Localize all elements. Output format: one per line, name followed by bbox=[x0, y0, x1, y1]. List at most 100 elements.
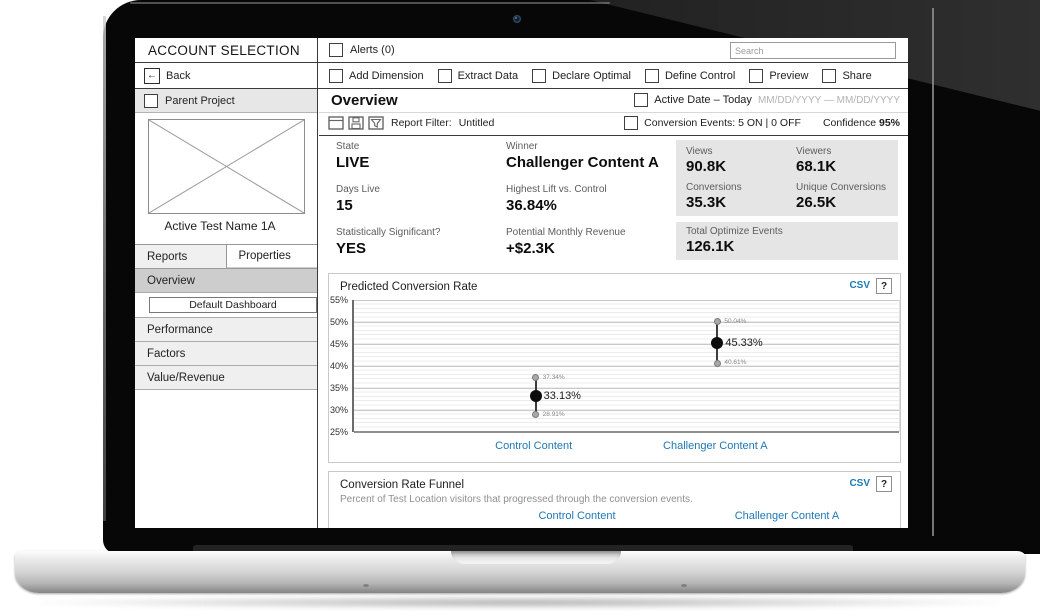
upper-bound-label: 50.04% bbox=[724, 317, 747, 325]
screen: ACCOUNT SELECTION Alerts (0) ← Back Add … bbox=[135, 38, 908, 528]
predicted-conversion-card: Predicted Conversion Rate CSV ? 55% 50% 45… bbox=[328, 273, 901, 463]
parent-project-checkbox[interactable] bbox=[144, 93, 158, 108]
laptop-hinge bbox=[193, 545, 853, 556]
data-point-label: 33.13% bbox=[543, 390, 581, 403]
stat-lift-label: Highest Lift vs. Control bbox=[506, 184, 607, 195]
report-filter-value-link[interactable]: Untitled bbox=[458, 117, 495, 129]
add-dimension-button[interactable]: Add Dimension bbox=[329, 68, 424, 83]
define-control-label: Define Control bbox=[664, 69, 736, 82]
stat-state-label: State bbox=[336, 141, 360, 152]
add-dimension-checkbox[interactable] bbox=[329, 68, 343, 83]
stat-revenue: Potential Monthly Revenue +$2.3K bbox=[506, 227, 626, 257]
stat-viewers-label: Viewers bbox=[796, 146, 832, 157]
stat-unique-conversions-value: 26.5K bbox=[796, 194, 837, 211]
report-icon[interactable] bbox=[328, 116, 344, 130]
funnel-csv-link[interactable]: CSV bbox=[849, 478, 870, 489]
extract-data-checkbox[interactable] bbox=[437, 68, 452, 83]
lower-bound-label: 40.61% bbox=[724, 359, 747, 367]
active-date-label: Active Date – Today bbox=[654, 94, 752, 106]
default-dashboard-row: Default Dashboard bbox=[135, 293, 317, 318]
gridline bbox=[354, 344, 899, 345]
stat-winner-value: Challenger Content A bbox=[506, 154, 659, 171]
toolbar-items: Add Dimension Extract Data Declare Optim… bbox=[319, 63, 908, 88]
page-title: Overview bbox=[331, 92, 398, 109]
funnel-column-control[interactable]: Control Content bbox=[538, 510, 616, 522]
data-point-dot bbox=[529, 390, 542, 403]
alerts-checkbox[interactable] bbox=[329, 43, 343, 57]
active-date-checkbox[interactable] bbox=[634, 93, 649, 107]
alerts-label: Alerts (0) bbox=[350, 44, 395, 56]
conversion-events-label: Conversion Events: 5 ON | 0 OFF bbox=[644, 117, 801, 129]
date-range-placeholder[interactable]: MM/DD/YYYY — MM/DD/YYYY bbox=[757, 94, 900, 106]
back-button[interactable]: ← Back bbox=[135, 63, 318, 88]
y-axis-tick: 55% bbox=[329, 295, 348, 305]
stat-views-value: 90.8K bbox=[686, 158, 727, 175]
laptop-base bbox=[15, 551, 1025, 593]
sidebar-item-value-revenue[interactable]: Value/Revenue bbox=[135, 366, 317, 390]
test-thumbnail-placeholder bbox=[148, 119, 305, 214]
sidebar-item-performance[interactable]: Performance bbox=[135, 318, 317, 342]
conversion-events-checkbox[interactable] bbox=[624, 116, 639, 130]
search-input[interactable] bbox=[730, 42, 896, 59]
extract-data-button[interactable]: Extract Data bbox=[437, 68, 518, 83]
preview-button[interactable]: Preview bbox=[749, 68, 808, 83]
chart-category-link[interactable]: Challenger Content A bbox=[663, 440, 768, 452]
confidence-text: Confidence bbox=[822, 117, 877, 129]
chart-csv-link[interactable]: CSV bbox=[849, 280, 870, 291]
sidebar-item-overview-label: Overview bbox=[147, 274, 195, 287]
views-stats-box: Views 90.8K Viewers 68.1K Conversions 35… bbox=[676, 140, 898, 216]
y-axis-tick: 45% bbox=[329, 339, 348, 349]
gridline bbox=[354, 388, 899, 389]
gridline bbox=[354, 431, 899, 433]
upper-bound-label: 37.34% bbox=[542, 373, 565, 381]
chart-title: Predicted Conversion Rate bbox=[340, 281, 478, 293]
sidebar-item-factors[interactable]: Factors bbox=[135, 342, 317, 366]
filter-funnel-icon[interactable] bbox=[368, 116, 384, 130]
define-control-checkbox[interactable] bbox=[644, 68, 659, 83]
lid-right-edge bbox=[932, 8, 934, 536]
sidebar-item-default-dashboard[interactable]: Default Dashboard bbox=[149, 297, 317, 313]
parent-project-item[interactable]: Parent Project bbox=[135, 89, 317, 113]
report-filter-row: Report Filter: Untitled Conversion Event… bbox=[319, 113, 908, 136]
confidence-label: Confidence 95% bbox=[823, 117, 900, 129]
report-filter-group: Report Filter: Untitled bbox=[328, 116, 494, 130]
gridline bbox=[354, 322, 899, 323]
titlebar-main: Alerts (0) bbox=[319, 38, 908, 62]
save-icon[interactable] bbox=[348, 116, 364, 130]
y-axis-tick: 25% bbox=[329, 427, 348, 437]
test-name-caption: Active Test Name 1A bbox=[164, 219, 276, 233]
sidebar-item-value-revenue-label: Value/Revenue bbox=[147, 371, 225, 384]
stat-total-events-label: Total Optimize Events bbox=[686, 226, 783, 237]
stat-total-events-value: 126.1K bbox=[686, 238, 735, 255]
conversion-events-group: Conversion Events: 5 ON | 0 OFF Confiden… bbox=[624, 116, 900, 130]
funnel-subtitle: Percent of Test Location visitors that p… bbox=[340, 494, 693, 505]
funnel-column-challenger[interactable]: Challenger Content A bbox=[734, 510, 840, 522]
titlebar: ACCOUNT SELECTION Alerts (0) bbox=[135, 38, 908, 63]
upper-bound-dot bbox=[713, 318, 721, 326]
toolbar-row: ← Back Add Dimension Extract Data Declar… bbox=[135, 63, 908, 89]
tab-reports[interactable]: Reports bbox=[135, 245, 227, 268]
chart-category-link[interactable]: Control Content bbox=[495, 440, 573, 452]
stats-section: State LIVE Days Live 15 Statistically Si… bbox=[319, 136, 908, 273]
preview-checkbox[interactable] bbox=[749, 68, 764, 83]
stat-state-value: LIVE bbox=[336, 154, 370, 171]
share-checkbox[interactable] bbox=[822, 68, 837, 83]
chart-help-icon[interactable]: ? bbox=[876, 278, 892, 294]
tab-properties[interactable]: Properties bbox=[226, 245, 317, 268]
back-arrow-icon: ← bbox=[144, 67, 160, 84]
stat-lift: Highest Lift vs. Control 36.84% bbox=[506, 184, 607, 214]
y-axis-tick: 40% bbox=[329, 361, 348, 371]
declare-optimal-button[interactable]: Declare Optimal bbox=[532, 68, 631, 83]
declare-optimal-checkbox[interactable] bbox=[532, 68, 547, 83]
predicted-conversion-plot: 55% 50% 45% 40% 35% 30% 25% 33.13% 37.34% 28.91% 4… bbox=[330, 295, 900, 437]
y-axis-tick: 50% bbox=[329, 317, 348, 327]
share-button[interactable]: Share bbox=[822, 68, 872, 83]
lid-left-edge bbox=[103, 16, 106, 521]
stat-total-events: Total Optimize Events 126.1K bbox=[686, 226, 783, 255]
sidebar-item-overview[interactable]: Overview bbox=[135, 268, 317, 293]
stat-revenue-value: +$2.3K bbox=[506, 240, 555, 257]
funnel-help-icon[interactable]: ? bbox=[876, 476, 892, 492]
parent-project-label: Parent Project bbox=[165, 94, 235, 107]
define-control-button[interactable]: Define Control bbox=[644, 68, 736, 83]
stat-unique-conversions: Unique Conversions 26.5K bbox=[796, 182, 886, 211]
